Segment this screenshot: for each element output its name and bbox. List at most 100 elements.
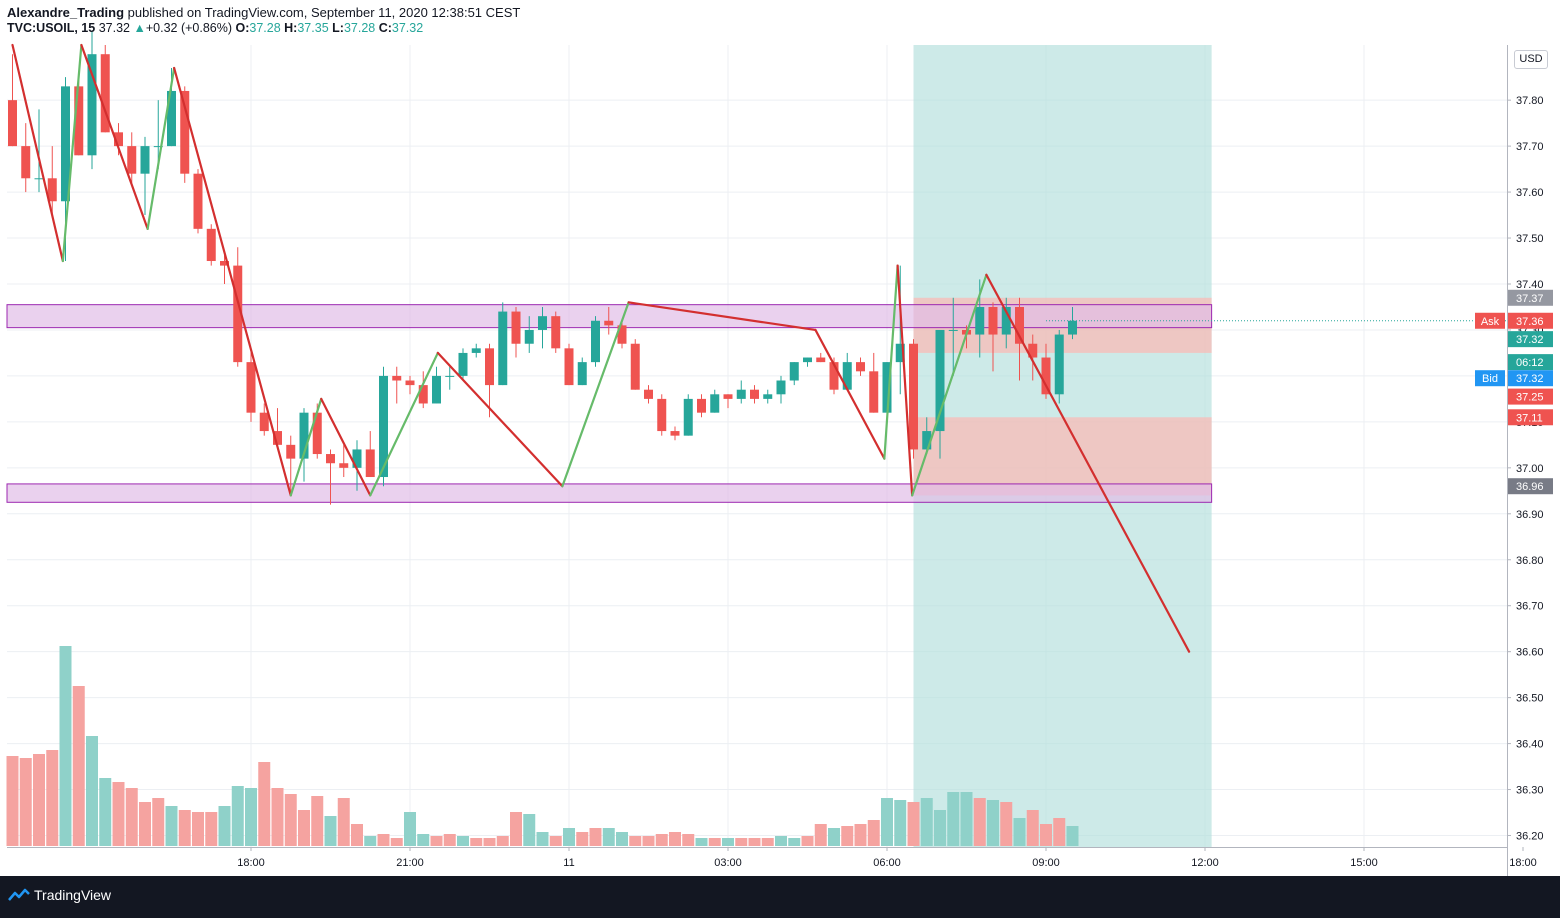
volume-bar <box>748 838 761 846</box>
candle-body <box>418 385 428 404</box>
candle-body <box>140 146 150 174</box>
axis-price-label: 37.32 <box>1516 334 1544 346</box>
volume-bar <box>1053 818 1066 846</box>
volume-bar <box>72 686 85 846</box>
last-price: 37.32 <box>98 21 130 35</box>
candle-body <box>776 380 786 395</box>
volume-bar <box>139 802 151 846</box>
candle-body <box>789 362 799 381</box>
author-name[interactable]: Alexandre_Trading <box>7 5 125 20</box>
candle-body <box>683 398 693 436</box>
volume-bar <box>59 646 72 846</box>
candle-body <box>87 54 97 156</box>
volume-bar <box>987 800 999 846</box>
candle-body <box>471 348 481 353</box>
candle-body <box>869 371 879 413</box>
candle-body <box>180 90 190 174</box>
price-tick-label: 37.50 <box>1516 233 1544 245</box>
candle-body <box>736 389 746 399</box>
time-tick-label: 11 <box>563 857 574 869</box>
time-tick-label: 09:00 <box>1032 857 1060 869</box>
candle-body <box>127 146 137 174</box>
sr-zone-1 <box>6 483 1213 503</box>
volume-bar <box>33 754 45 846</box>
candle-body <box>1001 306 1011 335</box>
volume-bar <box>218 806 231 846</box>
volume-bar <box>6 756 19 846</box>
candle-body <box>670 431 680 436</box>
candle-body <box>1028 343 1038 358</box>
candle-body <box>551 316 561 349</box>
candle-body <box>591 320 600 363</box>
price-tick-label: 36.70 <box>1516 601 1544 613</box>
volume-bar <box>483 838 496 846</box>
candle-body <box>988 306 998 335</box>
axis-price-label-bg <box>1508 370 1553 387</box>
volume-bar <box>46 750 59 846</box>
close-value: 37.32 <box>391 21 424 35</box>
volume-bar <box>814 824 827 846</box>
candle-body <box>34 178 44 180</box>
volume-bar <box>470 838 483 846</box>
zigzag-down-leg <box>11 43 64 263</box>
volume-bar <box>629 836 642 846</box>
symbol-name[interactable]: TVC:USOIL, 15 <box>7 21 96 35</box>
volume-bar <box>722 838 734 846</box>
candle-body <box>630 343 640 390</box>
time-tick-label: 06:00 <box>873 857 901 869</box>
target-zone-1 <box>913 417 1212 496</box>
time-tick-label: 03:00 <box>714 857 742 869</box>
volume-bar <box>642 836 655 846</box>
candle-body <box>352 449 362 468</box>
candle-body <box>100 54 110 133</box>
price-scale <box>1507 45 1560 877</box>
volume-bar <box>125 788 138 846</box>
volume-bar <box>708 838 721 846</box>
candle-body <box>948 329 958 331</box>
volume-bar <box>947 792 960 846</box>
volume-bar <box>112 782 125 846</box>
price-tick-label: 37.00 <box>1516 463 1544 475</box>
axis-price-label: 37.11 <box>1516 412 1543 424</box>
time-tick-label: 18:00 <box>237 857 265 869</box>
volume-bar <box>536 832 549 846</box>
price-tick-label: 36.40 <box>1516 739 1544 751</box>
zigzag-up-leg <box>146 66 176 230</box>
volume-bar <box>457 836 469 846</box>
volume-bar <box>19 758 32 846</box>
currency-badge[interactable]: USD <box>1514 50 1548 69</box>
candle-body <box>1015 306 1024 344</box>
axis-price-label-bg <box>1508 478 1553 495</box>
candle-body <box>564 348 574 386</box>
volume-bar <box>443 834 456 846</box>
volume-bar <box>152 798 165 846</box>
axis-price-label-bg <box>1508 354 1553 371</box>
candle-body <box>8 100 17 147</box>
volume-bar <box>801 836 814 846</box>
zigzag-up-leg <box>369 351 439 497</box>
volume-bar <box>298 810 310 846</box>
brand-name[interactable]: TradingView <box>34 887 112 903</box>
volume-bar <box>510 812 522 846</box>
axis-tag-bg <box>1475 370 1505 387</box>
zigzag-down-leg <box>436 351 564 488</box>
candle-body <box>882 362 892 413</box>
volume-bar <box>311 796 324 846</box>
price-tick-label: 36.20 <box>1516 831 1544 843</box>
zigzag-down-leg <box>627 301 817 332</box>
volume-bar <box>417 834 430 846</box>
candle-body <box>856 362 865 372</box>
volume-bar <box>1066 826 1079 846</box>
candle-body <box>763 394 773 399</box>
zigzag-down-leg <box>320 397 372 497</box>
candle-body <box>445 375 455 377</box>
volume-bar <box>337 798 350 846</box>
volume-bar <box>682 834 695 846</box>
axis-price-label: 06:12 <box>1516 357 1544 369</box>
volume-bar <box>404 812 416 846</box>
volume-bar <box>1026 810 1039 846</box>
axis-price-label-bg <box>1508 312 1553 329</box>
candle-body <box>74 86 84 156</box>
volume-bar <box>390 838 403 846</box>
